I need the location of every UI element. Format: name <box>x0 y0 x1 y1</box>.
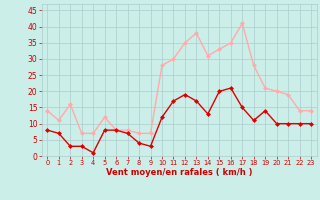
X-axis label: Vent moyen/en rafales ( km/h ): Vent moyen/en rafales ( km/h ) <box>106 168 252 177</box>
